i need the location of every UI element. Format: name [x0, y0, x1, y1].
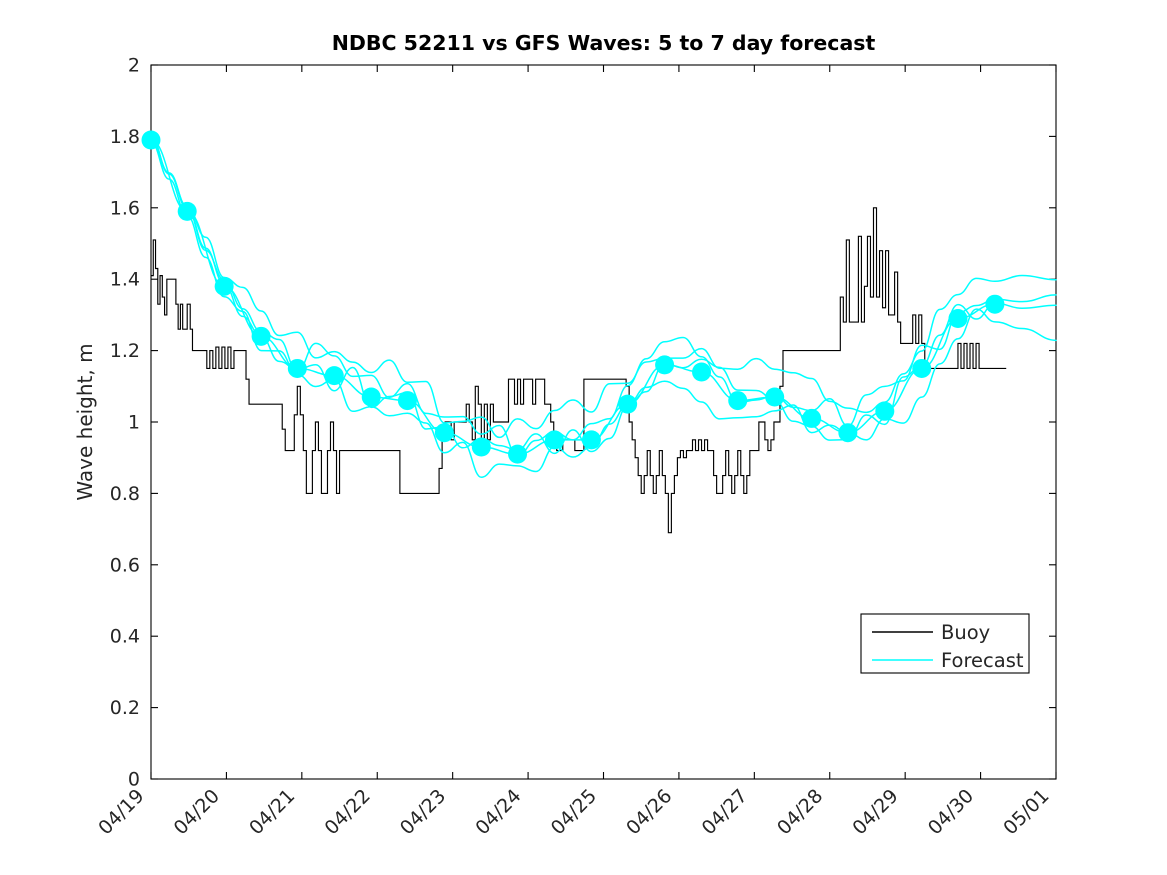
- x-tick-label: 04/27: [698, 785, 752, 839]
- y-tick-label: 0.6: [110, 554, 140, 576]
- forecast-data-point: [471, 437, 491, 457]
- y-tick-label: 0: [128, 769, 140, 791]
- legend-box[interactable]: [860, 613, 1030, 674]
- y-tick-label: 1.2: [110, 340, 140, 362]
- x-tick-label: 04/22: [321, 785, 375, 839]
- forecast-data-point: [361, 387, 381, 407]
- forecast-data-point: [177, 201, 197, 221]
- forecast-data-point: [802, 408, 822, 428]
- x-tick-label: 04/19: [94, 785, 148, 839]
- forecast-data-point: [948, 308, 968, 328]
- y-tick-label: 0.2: [110, 697, 140, 719]
- forecast-data-point: [581, 430, 601, 450]
- y-tick-label: 1.8: [110, 126, 140, 148]
- forecast-data-point: [397, 391, 417, 411]
- forecast-data-point: [287, 358, 307, 378]
- legend-label-buoy: Buoy: [941, 621, 990, 644]
- forecast-data-point: [214, 276, 234, 296]
- forecast-data-point: [544, 430, 564, 450]
- forecast-data-point: [912, 358, 932, 378]
- forecast-data-point: [434, 423, 454, 443]
- y-tick-label: 0.4: [110, 626, 140, 648]
- chart-title: NDBC 52211 vs GFS Waves: 5 to 7 day fore…: [332, 31, 876, 55]
- x-tick-label: 04/24: [471, 785, 525, 839]
- buoy-series-line: [151, 207, 1007, 534]
- forecast-data-point: [875, 401, 895, 421]
- forecast-data-point: [985, 294, 1005, 314]
- x-tick-label: 04/28: [773, 785, 827, 839]
- x-tick-label: 04/23: [396, 785, 450, 839]
- x-tick-label: 04/21: [245, 785, 299, 839]
- chart-content: NDBC 52211 vs GFS Waves: 5 to 7 day fore…: [73, 31, 1057, 839]
- legend-label-forecast: Forecast: [941, 649, 1024, 672]
- y-tick-label: 1: [128, 412, 140, 434]
- y-tick-label: 0.8: [110, 483, 140, 505]
- forecast-data-point: [251, 326, 271, 346]
- forecast-data-point: [618, 394, 638, 414]
- forecast-data-point: [508, 444, 528, 464]
- forecast-data-point: [324, 366, 344, 386]
- x-tick-label: 04/20: [170, 785, 224, 839]
- y-axis-label: Wave height, m: [73, 343, 97, 500]
- y-tick-label: 2: [128, 55, 140, 77]
- x-tick-label: 05/01: [999, 785, 1053, 839]
- forecast-data-point: [141, 130, 161, 150]
- x-tick-label: 04/26: [622, 785, 676, 839]
- x-tick-label: 04/30: [924, 785, 978, 839]
- x-tick-label: 04/25: [547, 785, 601, 839]
- y-tick-label: 1.4: [110, 269, 140, 291]
- forecast-data-point: [765, 387, 785, 407]
- forecast-data-point: [728, 391, 748, 411]
- forecast-data-point: [655, 355, 675, 375]
- forecast-data-point: [692, 362, 712, 382]
- forecast-data-point: [838, 423, 858, 443]
- x-tick-label: 04/29: [848, 785, 902, 839]
- y-tick-label: 1.6: [110, 197, 140, 219]
